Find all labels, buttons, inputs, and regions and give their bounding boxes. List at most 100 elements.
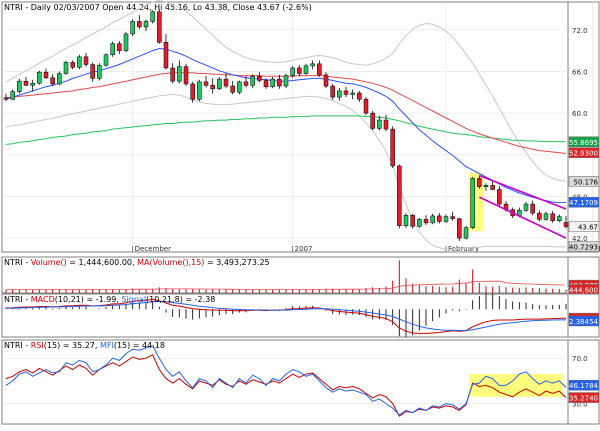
candle-body	[23, 80, 29, 86]
candle-body	[357, 92, 362, 100]
candle-body	[77, 56, 82, 68]
candle-body	[243, 81, 249, 86]
candle-body	[410, 214, 415, 227]
channel-line	[478, 196, 567, 239]
candle-body	[543, 213, 549, 220]
candle-body	[550, 213, 555, 222]
price-badge-bg	[568, 241, 600, 252]
candle-body	[63, 62, 69, 74]
macd-header-part: MACD	[31, 295, 55, 304]
volume-ma-line	[6, 280, 567, 291]
candle-body	[143, 21, 149, 28]
candle-body	[417, 219, 422, 227]
candle-body	[10, 91, 15, 100]
macd-badge-bg	[568, 315, 600, 327]
price-badge-label: 52.9300	[569, 150, 598, 158]
rsi-header-part: RSI	[31, 341, 44, 350]
candle-body	[237, 81, 242, 93]
rsi-header: NTRI - RSI(15) = 35.27, MFI(15) = 44.18	[4, 341, 165, 350]
candle-body	[57, 73, 62, 85]
volume-header-part: Volume()	[31, 258, 67, 267]
macd-header-part: Signal	[121, 295, 146, 304]
rsi-badge-bg	[568, 392, 600, 403]
candle-body	[443, 216, 449, 222]
price-header: NTRI - Daily 02/03/2007 Open 44.24, Hi 4…	[4, 3, 312, 12]
candle-body	[483, 185, 489, 187]
candle-body	[477, 178, 482, 187]
price-tick-label: 60.0	[572, 110, 588, 118]
candle-body	[310, 63, 315, 67]
candle-body	[43, 71, 49, 78]
candle-body	[303, 65, 309, 74]
candle-body	[430, 215, 435, 224]
candle-body	[297, 67, 302, 74]
candle-body	[123, 33, 129, 51]
candle-body	[223, 78, 229, 87]
mfi-line	[5, 345, 567, 416]
macd-header: NTRI - MACD(10,21) = -1.99, Signal(10,21…	[4, 295, 215, 304]
candle-body	[537, 212, 542, 220]
price-badge-label: 47.1709	[569, 199, 598, 207]
rsi-badge-bg	[568, 379, 600, 391]
rsi-header-part: MFI	[100, 341, 114, 350]
candle-body	[370, 112, 375, 129]
candle-body	[70, 62, 75, 68]
candle-body	[130, 21, 135, 35]
candle-body	[37, 71, 42, 84]
candle-body	[150, 11, 155, 22]
candle-body	[83, 56, 89, 65]
rsi-tick-label: 70.0	[572, 355, 588, 363]
candle-body	[110, 43, 115, 56]
ma-green-line	[5, 115, 566, 145]
candle-body	[330, 85, 335, 98]
candle-body	[497, 189, 502, 205]
candle-body	[277, 78, 282, 87]
candle-body	[117, 43, 122, 51]
candle-body	[457, 218, 462, 239]
price-badge-label: 55.8695	[569, 139, 598, 147]
volume-header-part: = 3,493,273.25	[204, 258, 269, 267]
rsi-header-part: (15) = 44.18	[114, 341, 165, 350]
volume-header-part: = 1,444,600.00,	[67, 258, 137, 267]
candle-body	[17, 80, 22, 92]
macd-header-part: NTRI -	[4, 295, 31, 304]
candle-body	[90, 64, 95, 79]
candle-body	[530, 203, 535, 214]
volume-header-part: NTRI -	[4, 258, 31, 267]
price-date-label: December	[135, 245, 171, 253]
candle-body	[190, 83, 195, 100]
volume-header: NTRI - Volume() = 1,444,600.00, MA(Volum…	[4, 258, 270, 267]
macd-header-part: (10,21,8) = -2.38	[146, 295, 215, 304]
candle-body	[157, 11, 162, 43]
rsi-tick-label: 30.0	[572, 401, 588, 409]
candle-body	[3, 97, 9, 100]
candle-body	[390, 128, 395, 167]
candle-body	[490, 185, 495, 190]
bollinger-upper-line	[5, 0, 567, 182]
candle-body	[350, 92, 355, 95]
candle-body	[470, 178, 475, 228]
volume-header-part: MA(Volume(),15)	[137, 258, 204, 267]
signal-line	[5, 300, 566, 332]
rsi-badge-label: 46.1784	[569, 382, 598, 390]
price-panel-axis-area	[567, 1, 600, 253]
candle-body	[317, 63, 322, 76]
candle-body	[290, 67, 295, 76]
candle-body	[557, 216, 562, 221]
candle-body	[30, 83, 35, 86]
candle-body	[463, 227, 469, 239]
candle-body	[377, 119, 382, 129]
candle-body	[137, 21, 142, 28]
rsi-badge-label: 35.2740	[569, 395, 598, 403]
candle-body	[50, 77, 55, 85]
price-badge-bg	[568, 147, 600, 158]
candle-body	[230, 85, 235, 93]
price-date-label: February	[448, 245, 479, 253]
candle-body	[183, 66, 189, 85]
candle-body	[270, 78, 275, 87]
candle-body	[283, 75, 289, 87]
price-tick-label: 42.0	[572, 235, 588, 243]
rsi-header-part: NTRI -	[4, 341, 31, 350]
price-badge-label: 43.67	[578, 224, 598, 232]
candle-body	[203, 81, 209, 86]
